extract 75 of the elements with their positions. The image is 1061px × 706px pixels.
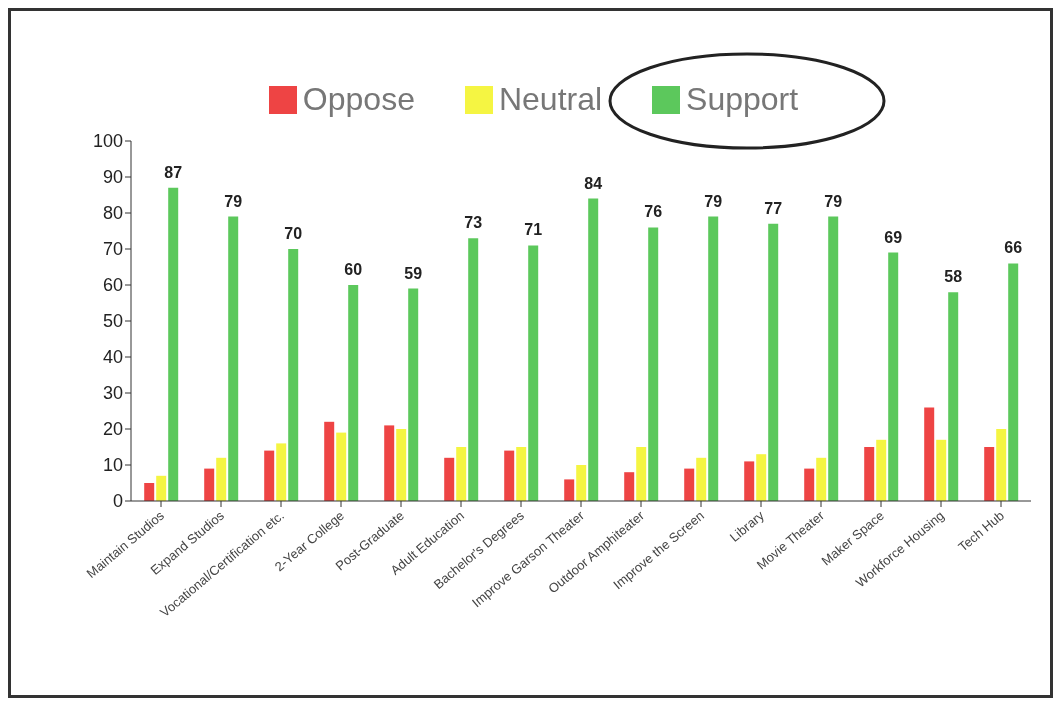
bar	[696, 457, 707, 501]
bar	[708, 216, 719, 501]
bar	[744, 461, 755, 501]
data-label: 76	[644, 203, 663, 221]
y-tick-label: 30	[102, 383, 123, 404]
bar	[684, 468, 695, 501]
bar	[564, 479, 575, 501]
data-label: 58	[944, 268, 963, 286]
bar	[936, 439, 947, 501]
bar	[828, 216, 839, 501]
y-tick-label: 60	[102, 275, 123, 296]
bar	[624, 472, 635, 501]
bar	[204, 468, 215, 501]
bar	[168, 187, 179, 501]
data-label: 87	[164, 163, 183, 181]
bar	[876, 439, 887, 501]
legend-label: Oppose	[302, 81, 415, 118]
data-label: 79	[224, 192, 243, 210]
bar	[456, 447, 467, 501]
bar	[528, 245, 539, 501]
bar	[324, 421, 335, 501]
data-label: 79	[704, 192, 723, 210]
bar	[264, 450, 275, 501]
bar	[996, 429, 1007, 501]
bar	[948, 292, 959, 501]
data-label: 73	[464, 214, 483, 232]
bar	[768, 223, 779, 501]
y-tick-label: 40	[102, 347, 123, 368]
bar	[288, 249, 299, 501]
bar	[924, 407, 935, 501]
data-label: 79	[824, 192, 843, 210]
data-label: 77	[764, 199, 783, 217]
y-tick-label: 20	[102, 419, 123, 440]
y-tick-label: 10	[102, 455, 123, 476]
y-tick-label: 50	[102, 311, 123, 332]
bar	[156, 475, 167, 501]
x-tick-label: Tech Hub	[955, 507, 1007, 555]
bar	[276, 443, 287, 501]
bar	[144, 483, 155, 501]
bar	[804, 468, 815, 501]
bar	[636, 447, 647, 501]
y-tick-label: 100	[92, 131, 123, 152]
bar	[336, 432, 347, 501]
data-label: 84	[584, 174, 603, 192]
bar	[576, 465, 587, 501]
bar	[588, 198, 599, 501]
bar	[468, 238, 479, 501]
bar	[504, 450, 515, 501]
bar	[228, 216, 239, 501]
data-label: 66	[1004, 239, 1023, 257]
bar	[984, 447, 995, 501]
bar	[1008, 263, 1019, 501]
data-label: 60	[344, 261, 363, 278]
data-label: 70	[284, 225, 303, 242]
legend-label: Support	[686, 81, 799, 118]
bar	[816, 457, 827, 501]
y-tick-label: 90	[102, 167, 123, 188]
bar	[384, 425, 395, 501]
bar	[348, 285, 359, 501]
bar	[756, 454, 767, 501]
bar	[888, 252, 899, 501]
legend-label: Neutral	[498, 81, 603, 118]
y-tick-label: 80	[102, 203, 123, 224]
bar	[516, 447, 527, 501]
bar	[216, 457, 227, 501]
bar	[648, 227, 659, 501]
data-label: 71	[524, 221, 543, 239]
bar	[864, 447, 875, 501]
y-tick-label: 70	[102, 239, 123, 260]
y-tick-label: 0	[112, 491, 123, 512]
bar	[396, 429, 407, 501]
bar	[408, 288, 419, 501]
data-label: 59	[404, 264, 423, 282]
data-label: 69	[884, 228, 903, 246]
bar	[444, 457, 455, 501]
